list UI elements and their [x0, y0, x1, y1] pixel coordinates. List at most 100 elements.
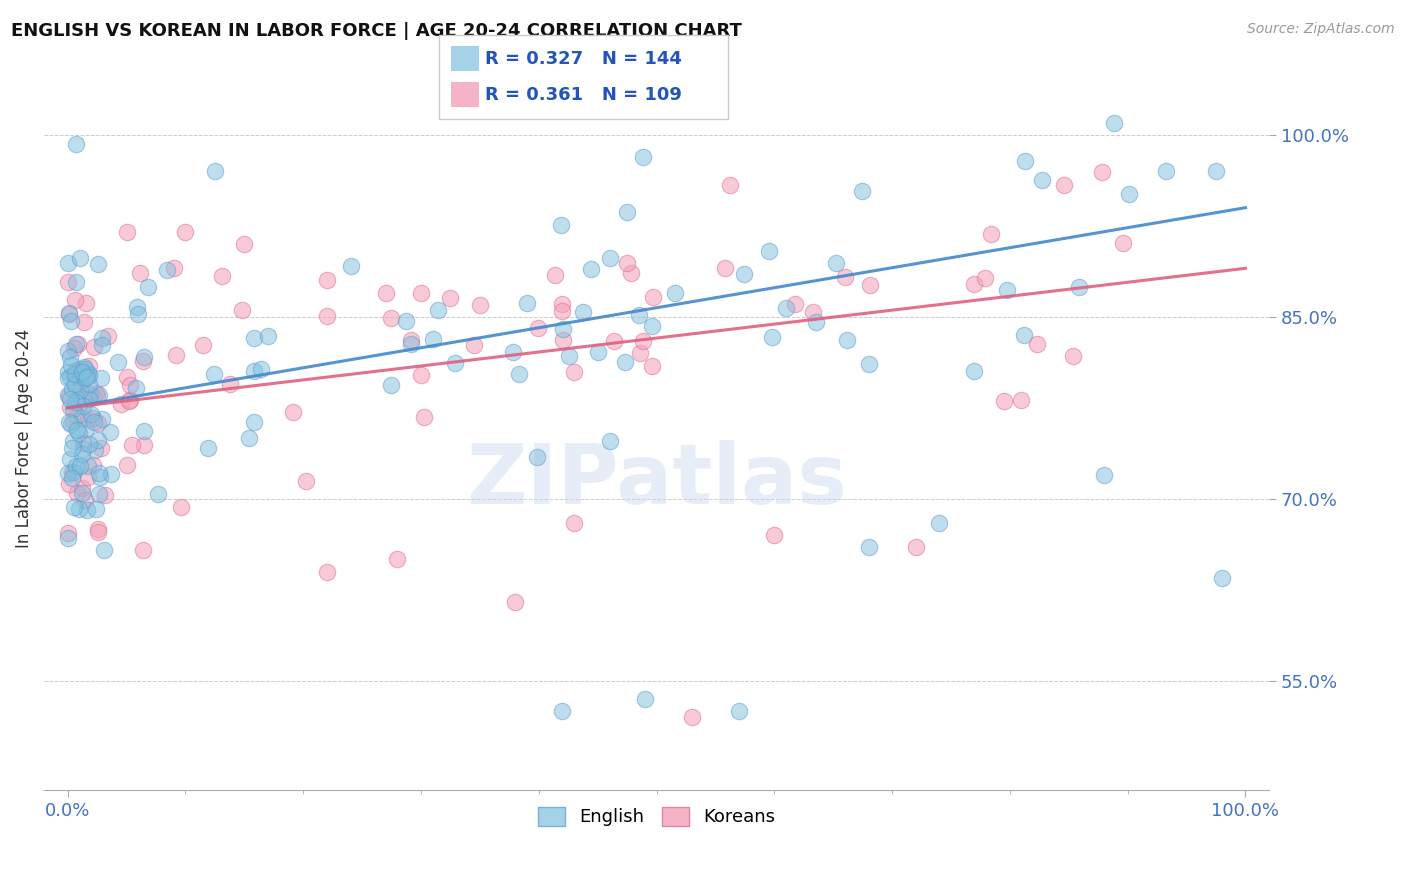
Point: [59, 359, 82, 373]
Point: [69, 251, 91, 265]
Point: [801, 305, 824, 319]
Point: [243, 364, 266, 378]
Point: [66, 485, 89, 500]
Point: [170, 500, 193, 515]
Point: [76, 469, 98, 483]
Point: [75, 371, 97, 385]
Point: [67, 425, 90, 440]
Point: [758, 244, 780, 258]
Point: [904, 541, 927, 555]
Point: [380, 378, 402, 392]
Point: [1031, 173, 1053, 187]
Point: [73, 360, 96, 375]
Point: [79, 392, 101, 407]
Point: [76, 458, 98, 473]
Point: [86, 389, 108, 403]
Point: [125, 300, 148, 314]
Point: [527, 321, 550, 335]
Point: [56, 365, 79, 379]
Point: [551, 303, 574, 318]
Point: [87, 257, 110, 271]
Point: [65, 459, 87, 474]
Point: [70, 411, 93, 425]
Point: [115, 370, 138, 384]
Point: [72, 399, 94, 413]
Point: [681, 710, 703, 724]
Point: [156, 262, 179, 277]
Text: R = 0.361   N = 109: R = 0.361 N = 109: [485, 86, 682, 103]
Text: ZIPatlas: ZIPatlas: [465, 440, 846, 521]
Point: [58, 415, 80, 429]
Point: [56, 343, 79, 358]
Point: [1012, 327, 1035, 342]
Point: [1026, 337, 1049, 351]
Point: [631, 149, 654, 163]
Point: [551, 704, 574, 718]
Point: [75, 493, 97, 508]
Point: [1104, 116, 1126, 130]
Point: [1062, 349, 1084, 363]
Point: [858, 357, 880, 371]
Point: [58, 477, 80, 491]
Point: [132, 438, 155, 452]
Point: [59, 401, 82, 415]
Point: [72, 365, 94, 379]
Point: [82, 410, 104, 425]
Point: [728, 704, 751, 718]
Point: [107, 354, 129, 368]
Point: [211, 268, 233, 283]
Point: [127, 307, 149, 321]
Point: [98, 425, 121, 440]
Point: [118, 377, 141, 392]
Point: [69, 383, 91, 397]
Point: [93, 543, 115, 558]
Point: [399, 334, 422, 348]
Point: [76, 503, 98, 517]
Point: [995, 283, 1018, 297]
Point: [763, 528, 786, 542]
Point: [65, 275, 87, 289]
Point: [66, 423, 89, 437]
Point: [75, 296, 97, 310]
Point: [75, 392, 97, 407]
Point: [89, 486, 111, 500]
Point: [825, 256, 848, 270]
Point: [82, 458, 104, 472]
Point: [579, 262, 602, 277]
Point: [980, 227, 1002, 241]
Point: [66, 392, 89, 407]
Point: [858, 541, 880, 555]
Point: [76, 370, 98, 384]
Point: [399, 337, 422, 351]
Point: [115, 225, 138, 239]
Point: [121, 438, 143, 452]
Point: [72, 435, 94, 450]
Point: [256, 329, 278, 343]
Point: [641, 319, 664, 334]
Point: [67, 398, 90, 412]
Point: [59, 392, 82, 406]
Point: [174, 225, 197, 239]
Point: [131, 354, 153, 368]
Point: [89, 388, 111, 402]
Point: [63, 293, 86, 307]
Point: [526, 450, 548, 465]
Point: [84, 501, 107, 516]
Point: [62, 401, 84, 416]
Point: [553, 322, 575, 336]
Point: [664, 285, 686, 300]
Point: [60, 382, 83, 396]
Point: [550, 218, 572, 232]
Point: [761, 329, 783, 343]
Point: [63, 376, 86, 391]
Point: [733, 267, 755, 281]
Point: [851, 184, 873, 198]
Point: [75, 422, 97, 436]
Point: [1069, 279, 1091, 293]
Point: [627, 308, 650, 322]
Point: [641, 359, 664, 373]
Point: [56, 531, 79, 545]
Point: [63, 367, 86, 381]
Point: [238, 431, 260, 445]
Point: [97, 328, 120, 343]
